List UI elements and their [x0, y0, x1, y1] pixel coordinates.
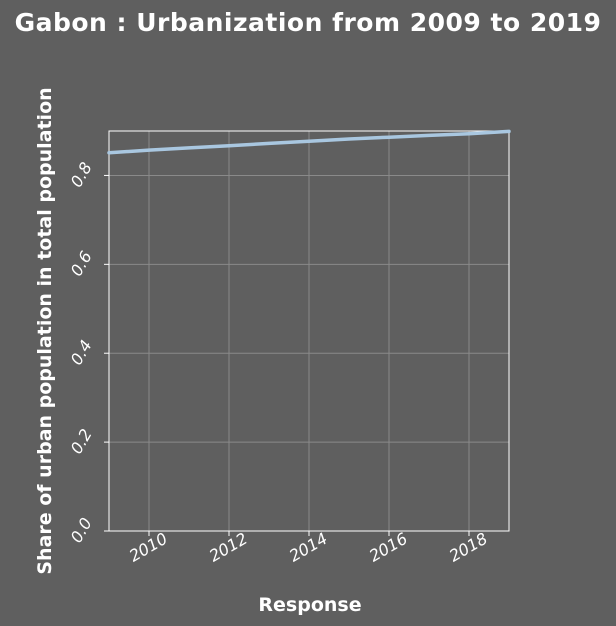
x-tick-label: 2010 — [126, 529, 171, 566]
y-tick-label: 0.8 — [67, 159, 96, 191]
y-tick-label: 0.6 — [67, 248, 96, 280]
x-tick-label: 2016 — [366, 529, 411, 566]
series-line — [107, 129, 511, 155]
chart-ticks: 2010 2012 2014 2016 2018 0.0 0.2 0.4 0.6 0.8 — [67, 159, 491, 566]
y-tick-label: 0.4 — [67, 337, 96, 369]
x-tick-label: 2012 — [206, 529, 251, 566]
y-tick-label: 0.0 — [67, 514, 96, 546]
x-axis-label: Response — [258, 594, 361, 616]
y-axis-label: Share of urban population in total popul… — [34, 87, 56, 574]
chart-grid — [109, 131, 509, 532]
x-tick-label: 2018 — [446, 529, 491, 566]
chart-series — [107, 129, 511, 155]
y-tick-label: 0.2 — [67, 426, 96, 458]
x-tick-label: 2014 — [286, 529, 331, 566]
chart-title: Gabon : Urbanization from 2009 to 2019 — [14, 8, 602, 37]
